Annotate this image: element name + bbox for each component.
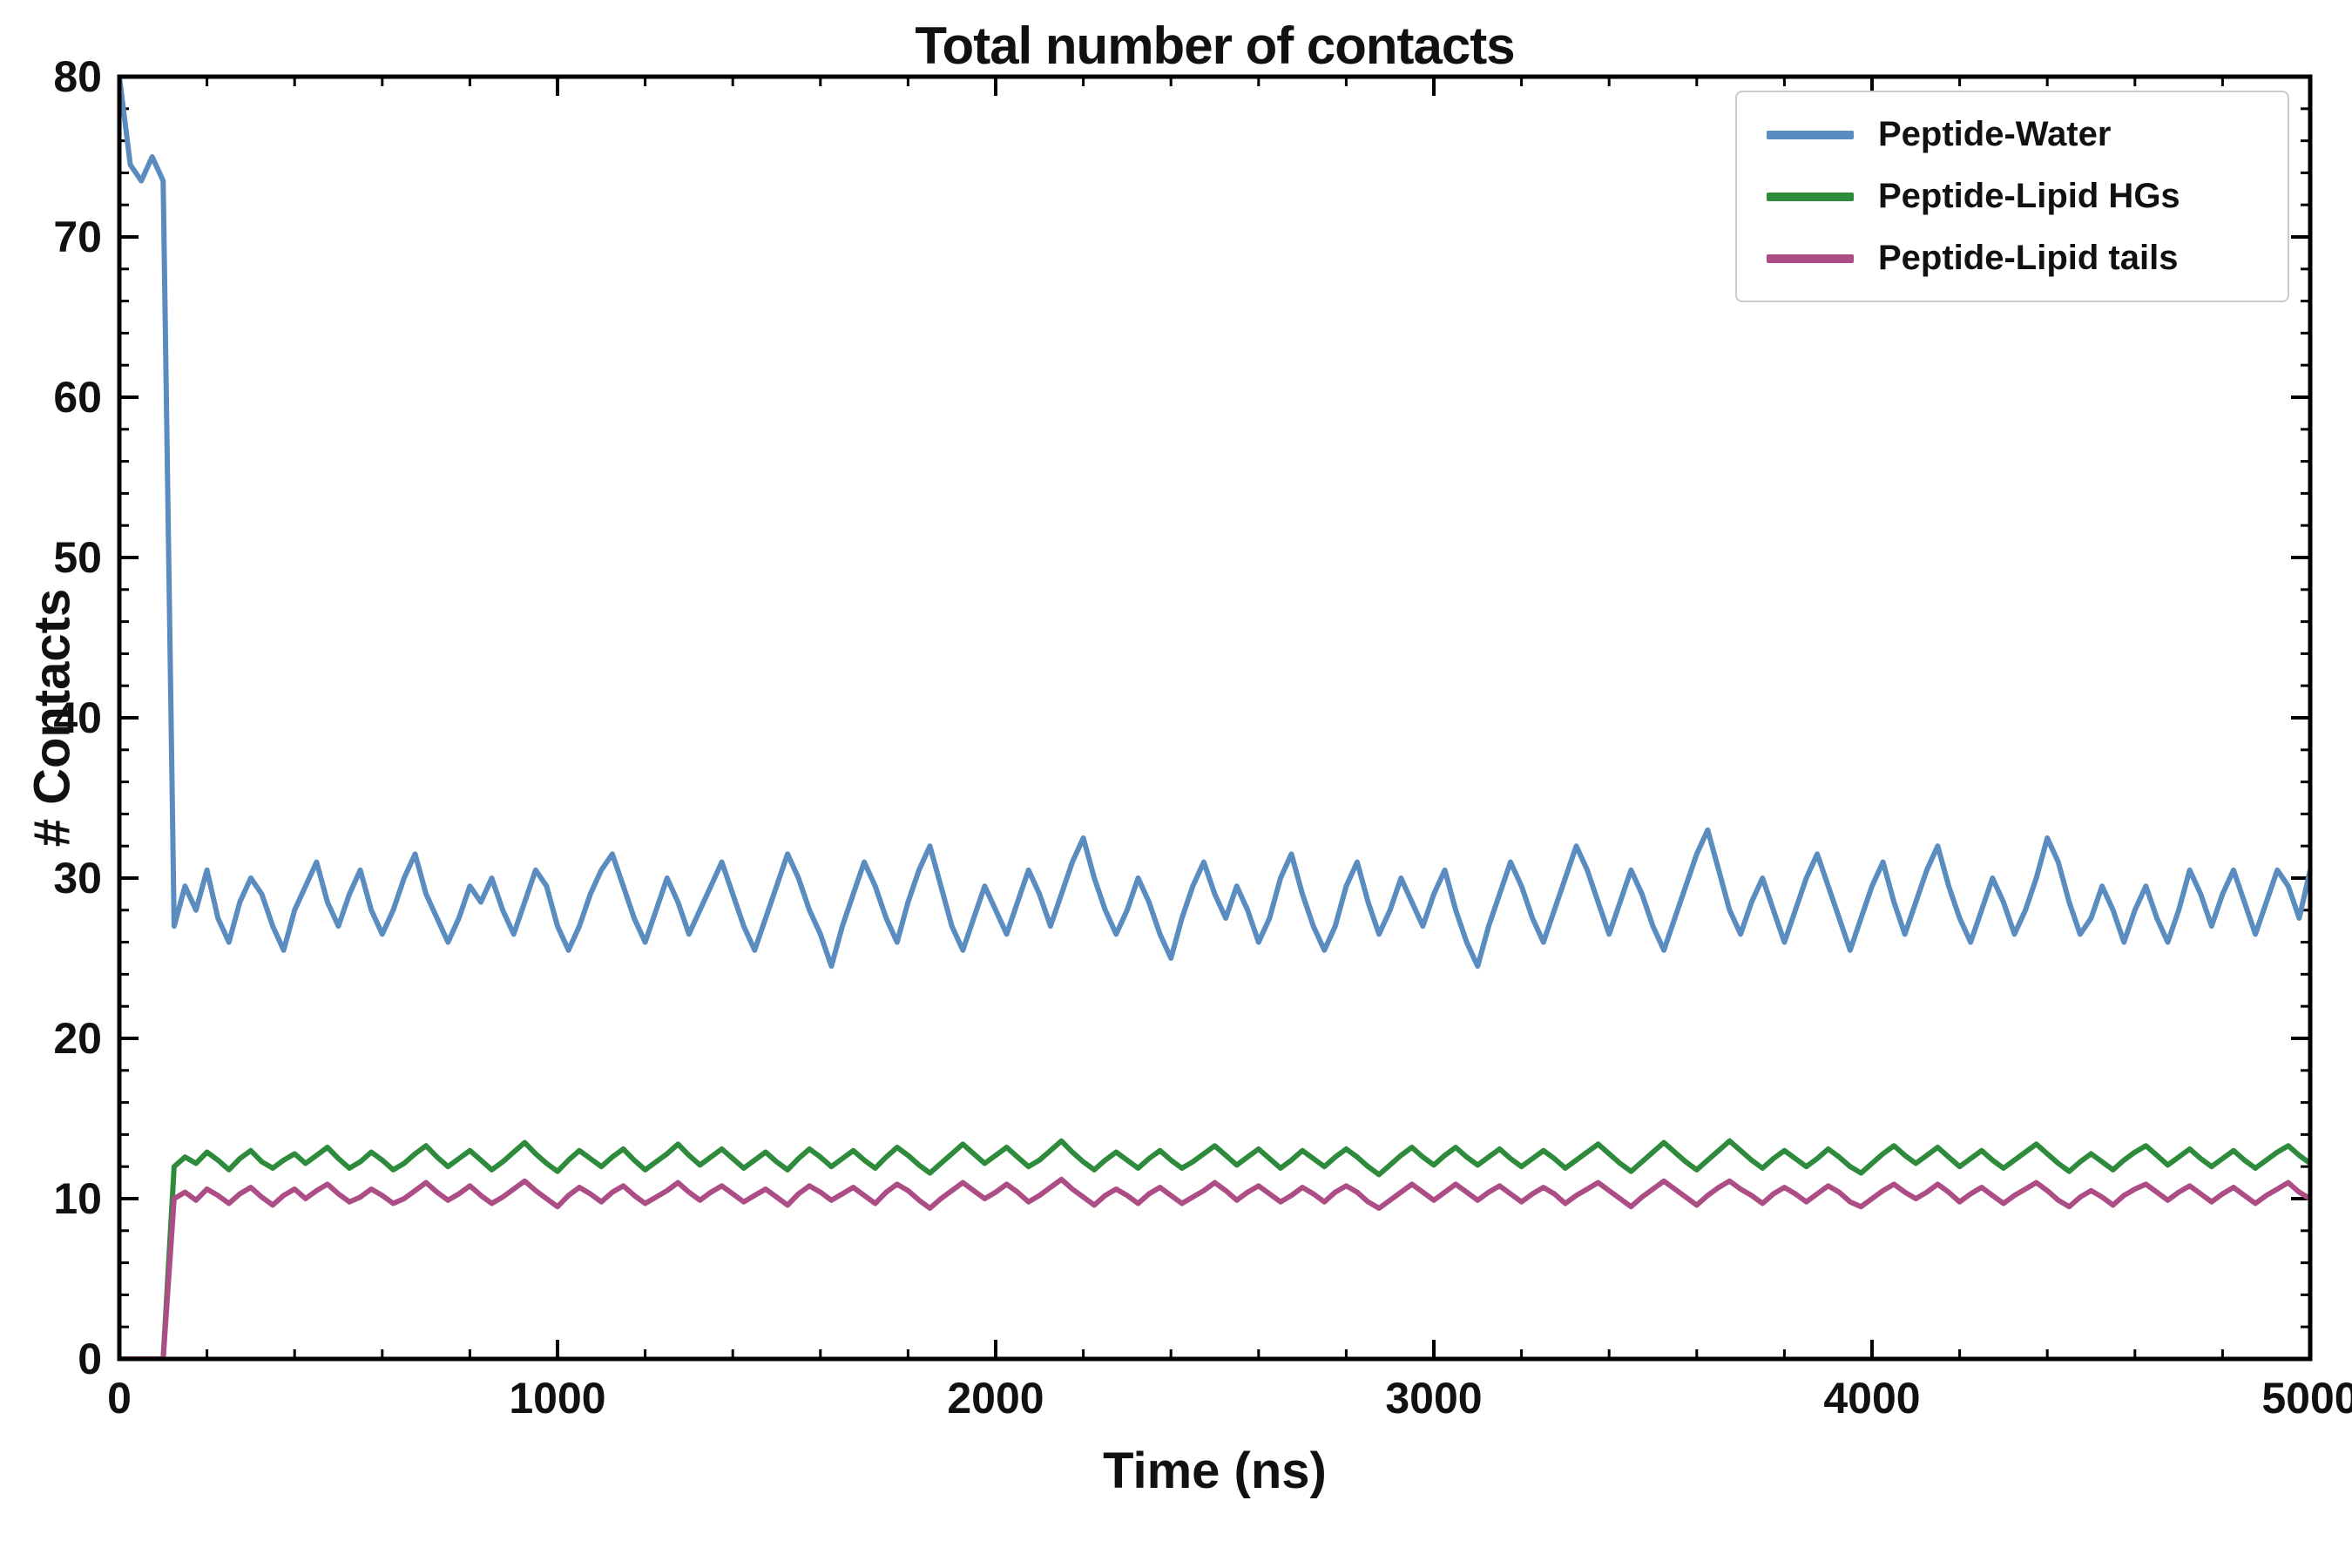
legend-label: Peptide-Lipid HGs [1878, 177, 2180, 215]
y-tick-label: 70 [53, 213, 102, 261]
chart-title: Total number of contacts [915, 17, 1515, 75]
legend-swatch [1767, 130, 1854, 139]
y-axis-label: # Contacts [24, 588, 81, 848]
series-line [119, 1176, 2310, 1359]
legend-item: Peptide-Lipid tails [1767, 239, 2258, 278]
legend-item: Peptide-Lipid HGs [1767, 177, 2258, 216]
y-tick-label: 0 [78, 1335, 102, 1383]
y-tick-label: 20 [53, 1014, 102, 1063]
x-tick-label: 1000 [509, 1374, 605, 1423]
series-line [119, 1138, 2310, 1359]
x-tick-label: 3000 [1385, 1374, 1482, 1423]
y-tick-label: 30 [53, 854, 102, 902]
legend-label: Peptide-Water [1878, 115, 2112, 153]
legend-swatch [1767, 192, 1854, 201]
x-tick-label: 0 [107, 1374, 132, 1423]
y-tick-label: 10 [53, 1174, 102, 1223]
y-tick-label: 50 [53, 533, 102, 582]
x-tick-label: 5000 [2261, 1374, 2352, 1423]
x-tick-label: 2000 [947, 1374, 1044, 1423]
x-axis-label: Time (ns) [1103, 1443, 1327, 1499]
series-line [119, 77, 2310, 970]
y-tick-label: 60 [53, 373, 102, 422]
legend-swatch [1767, 253, 1854, 263]
y-tick-label: 80 [53, 52, 102, 101]
legend: Peptide-Water Peptide-Lipid HGs Peptide-… [1735, 91, 2289, 302]
legend-item: Peptide-Water [1767, 115, 2258, 154]
legend-label: Peptide-Lipid tails [1878, 239, 2179, 277]
y-tick-label: 40 [53, 693, 102, 742]
x-tick-label: 4000 [1823, 1374, 1920, 1423]
